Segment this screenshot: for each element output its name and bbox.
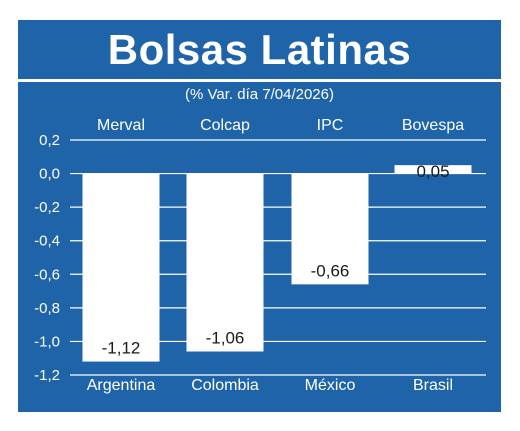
y-tick-label: -0,4 — [34, 233, 60, 250]
title-box: Bolsas Latinas — [19, 22, 500, 78]
bar-brasil — [394, 165, 472, 174]
chart-subtitle: (% Var. día 7/04/2026) — [185, 86, 334, 103]
data-label: 0,05 — [416, 162, 449, 181]
y-tick-label: -0,8 — [34, 300, 60, 317]
data-label: -1,06 — [206, 329, 245, 348]
y-tick-label: -0,6 — [34, 266, 60, 283]
data-label: -1,12 — [102, 339, 141, 358]
index-label: IPC — [317, 117, 344, 134]
data-label: -0,66 — [311, 261, 350, 280]
title-separator — [18, 79, 501, 82]
index-label: Colcap — [200, 117, 250, 134]
index-label: Merval — [97, 117, 145, 134]
x-tick-label: Argentina — [87, 377, 156, 394]
y-tick-label: 0,0 — [39, 166, 60, 183]
y-tick-label: 0,2 — [39, 132, 60, 149]
y-tick-label: -1,0 — [34, 333, 60, 350]
chart-title: Bolsas Latinas — [107, 26, 412, 73]
y-tick-label: -0,2 — [34, 199, 60, 216]
index-label: Bovespa — [402, 117, 464, 134]
x-tick-label: México — [305, 377, 356, 394]
y-tick-label: -1,2 — [34, 367, 60, 384]
x-tick-label: Brasil — [413, 377, 453, 394]
bar-colombia — [186, 173, 264, 352]
x-tick-label: Colombia — [191, 377, 259, 394]
bar-argentina — [82, 173, 160, 362]
bar-méxico — [291, 173, 369, 285]
